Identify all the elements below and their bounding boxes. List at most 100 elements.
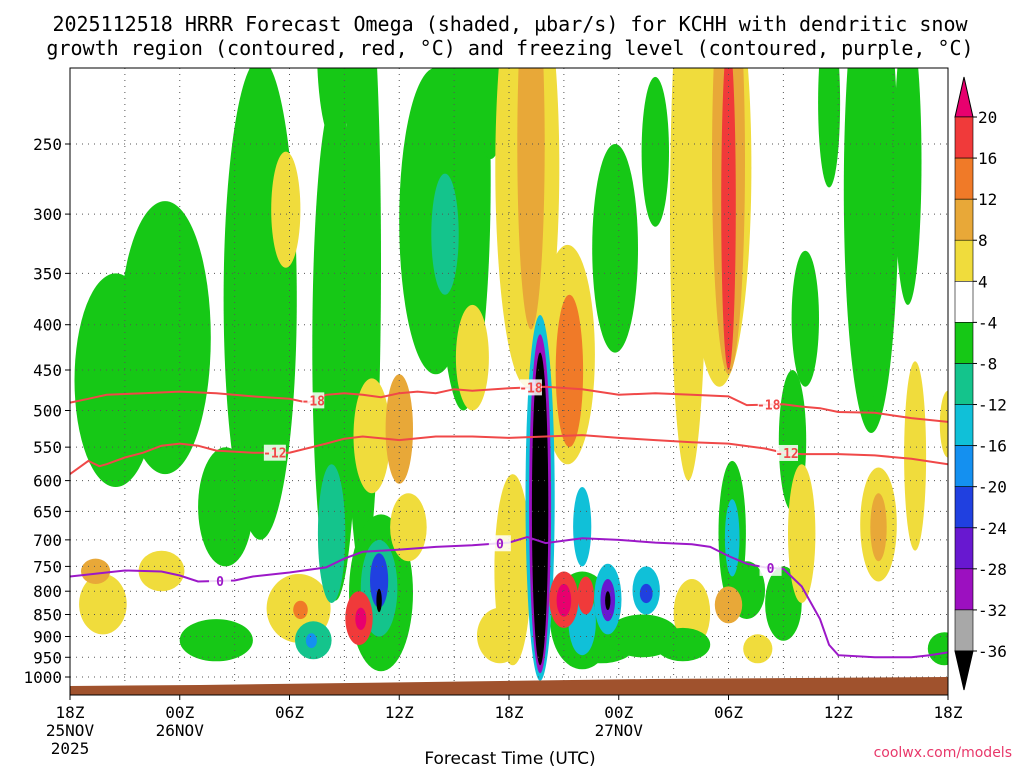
- colorbar-label-13: -36: [978, 642, 1007, 661]
- x-tick-label-18: 12Z: [385, 703, 414, 722]
- x-tick-label-36: 06Z: [714, 703, 743, 722]
- x-axis-label: Forecast Time (UTC): [424, 749, 595, 768]
- omega-cell-37: [788, 464, 816, 603]
- contour-1-label-bg-1: [776, 444, 799, 461]
- x-tick-year-0: 2025: [51, 739, 90, 758]
- colorbar-bin-2: [954, 157, 974, 200]
- colorbar-bin-12: [954, 568, 974, 611]
- x-tick-date-6: 26NOV: [156, 721, 205, 740]
- omega-cell-10: [641, 76, 669, 227]
- omega-cell-26: [390, 493, 427, 562]
- omega-cell-19: [939, 390, 948, 458]
- y-tick-label-700: 700: [33, 531, 62, 550]
- y-tick-label-800: 800: [33, 582, 62, 601]
- y-tick-label-850: 850: [33, 606, 62, 625]
- contour-2-label-0: 0: [216, 575, 224, 590]
- colorbar-label-4: 4: [978, 272, 988, 291]
- colorbar-label-10: -24: [978, 519, 1007, 538]
- contour-0-label-bg-1: [519, 379, 542, 396]
- colorbar-label-8: -16: [978, 437, 1007, 456]
- plot-area: -18 -18 -18 -12 -12 0 0 0: [70, 68, 948, 695]
- y-tick-label-900: 900: [33, 627, 62, 646]
- omega-cell-22: [271, 151, 301, 268]
- x-tick-date-0: 25NOV: [46, 721, 95, 740]
- colorbar-label-1: 16: [978, 149, 997, 168]
- omega-cell-41: [79, 574, 127, 635]
- colorbar-arrow-bottom: [954, 650, 974, 691]
- contour-0-label-0: -18: [302, 394, 326, 409]
- omega-cell-56: [431, 173, 459, 295]
- contour-2-label-1: 0: [496, 537, 504, 552]
- x-tick-label-0: 18Z: [56, 703, 85, 722]
- omega-cell-24: [312, 94, 359, 601]
- colorbar-bin-7: [954, 363, 974, 405]
- x-tick-date-30: 27NOV: [595, 721, 644, 740]
- omega-cell-46: [655, 627, 711, 662]
- omega-cell-53: [317, 464, 346, 603]
- omega-cell-18: [904, 361, 927, 551]
- omega-cell-43: [455, 304, 489, 411]
- omega-cell-60: [555, 294, 584, 448]
- omega-cell-35: [743, 634, 773, 664]
- colorbar-label-0: 20: [978, 108, 997, 127]
- contour-0-label-bg-0: [302, 392, 325, 409]
- contour-2-label-bg-0: [208, 572, 231, 589]
- contour-1-label-bg-0: [263, 444, 286, 461]
- colorbar-label-5: -4: [978, 313, 997, 332]
- x-tick-label-12: 06Z: [275, 703, 304, 722]
- omega-cell-68: [577, 576, 594, 615]
- omega-cell-71: [355, 607, 367, 630]
- x-tick-label-30: 00Z: [604, 703, 633, 722]
- omega-cell-78: [531, 352, 549, 666]
- grid: [70, 68, 948, 695]
- omega-cell-16: [818, 68, 841, 188]
- colorbar-bin-5: [954, 280, 974, 323]
- omega-cell-58: [293, 600, 308, 620]
- omega-cell-74: [639, 583, 653, 604]
- temperature-contours: -18 -18 -18 -12 -12 0 0 0: [70, 379, 948, 659]
- omega-cell-79: [605, 591, 611, 610]
- y-tick-label-400: 400: [33, 316, 62, 335]
- y-tick-label-450: 450: [33, 361, 62, 380]
- omega-cell-72: [556, 583, 572, 617]
- omega-cell-73: [370, 553, 389, 608]
- x-tick-label-42: 12Z: [824, 703, 853, 722]
- omega-cell-3: [223, 68, 297, 540]
- colorbar-bin-8: [954, 404, 974, 446]
- colorbar-bin-10: [954, 486, 974, 529]
- colorbar-label-9: -20: [978, 478, 1007, 497]
- contour-2-label-bg-2: [759, 559, 782, 576]
- y-tick-label-950: 950: [33, 648, 62, 667]
- colorbar-label-6: -8: [978, 354, 997, 373]
- omega-cell-49: [714, 586, 743, 624]
- y-tick-label-250: 250: [33, 135, 62, 154]
- omega-cell-50: [81, 558, 111, 584]
- colorbar-label-3: 8: [978, 231, 988, 250]
- colorbar-bin-3: [954, 198, 974, 241]
- omega-cell-65: [724, 499, 740, 577]
- contour-0-label-bg-2: [757, 396, 780, 413]
- x-tick-label-48: 18Z: [934, 703, 963, 722]
- colorbar-bin-9: [954, 445, 974, 488]
- terrain-ground: [70, 677, 948, 695]
- omega-cell-54: [517, 68, 545, 330]
- colorbar-label-2: 12: [978, 190, 997, 209]
- credit-text: coolwx.com/models: [874, 745, 1012, 761]
- omega-cell-42: [353, 378, 391, 494]
- y-tick-label-600: 600: [33, 472, 62, 491]
- x-tick-label-6: 00Z: [165, 703, 194, 722]
- contour-0-label-2: -18: [757, 399, 781, 414]
- y-tick-label-650: 650: [33, 502, 62, 521]
- y-tick-label-350: 350: [33, 264, 62, 283]
- y-tick-label-550: 550: [33, 438, 62, 457]
- omega-cell-47: [927, 632, 948, 666]
- y-tick-label-1000: 1000: [23, 668, 62, 687]
- omega-cell-62: [573, 487, 592, 567]
- contour-0-line: [70, 385, 948, 423]
- colorbar-bin-1: [954, 116, 974, 159]
- colorbar-bin-4: [954, 239, 974, 282]
- colorbar-arrow-top: [954, 76, 974, 118]
